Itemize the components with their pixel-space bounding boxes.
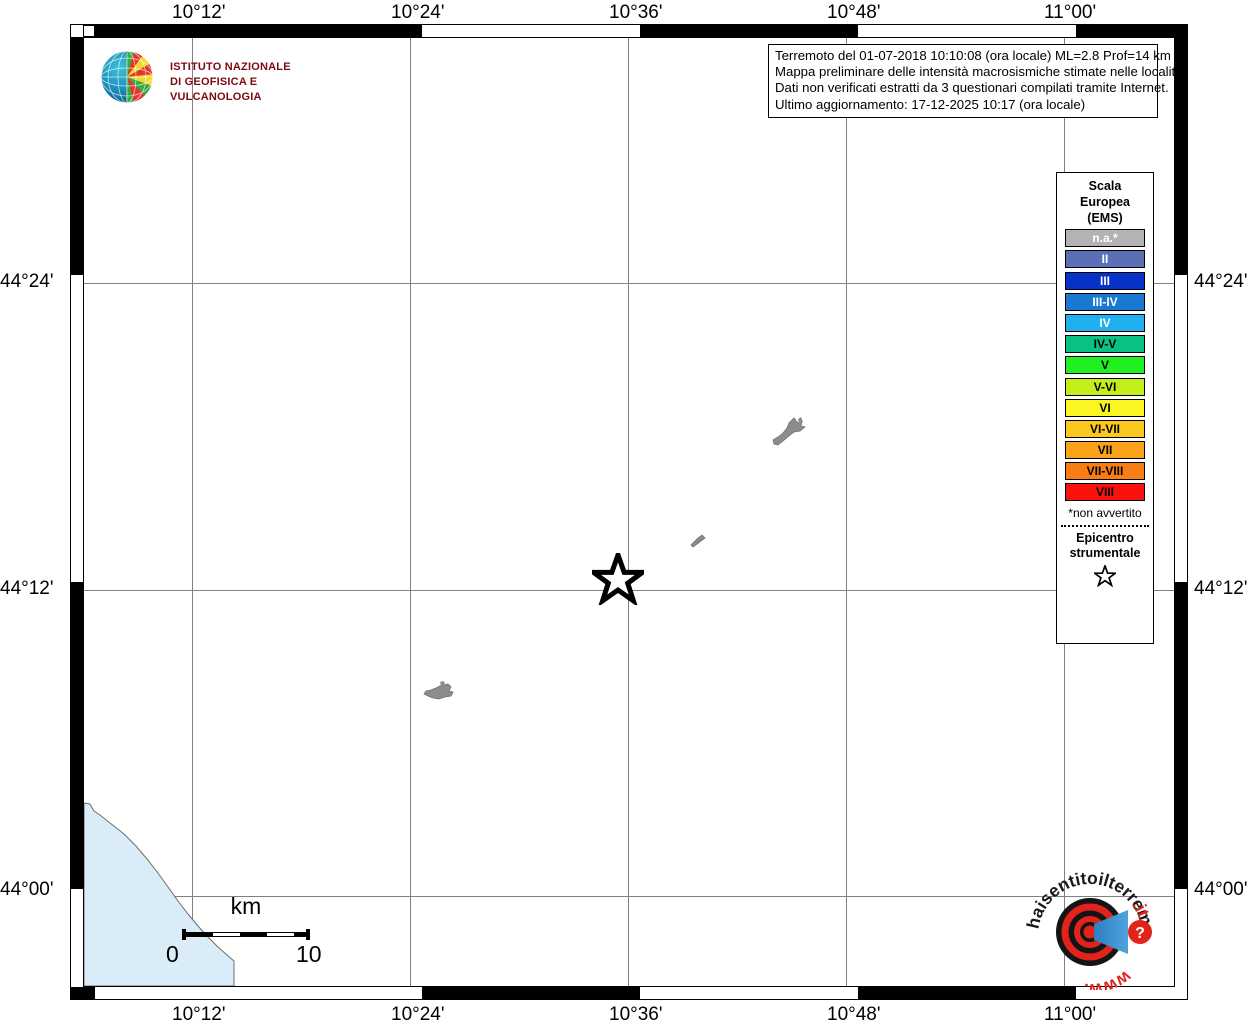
axis-label-left-1: 44°12' (0, 578, 54, 599)
axis-label-bottom-1: 10°24' (391, 1004, 445, 1025)
legend-swatch-row: VII (1057, 441, 1153, 460)
legend-swatch-row: VII-VIII (1057, 462, 1153, 481)
ingv-globe-icon (100, 50, 154, 104)
scale-bar-graphic (182, 929, 310, 940)
legend-swatch-row: VIII (1057, 483, 1153, 502)
legend-swatch-v: V (1065, 356, 1145, 375)
land-blob-north (772, 417, 806, 446)
legend-swatch-viii: VIII (1065, 483, 1145, 502)
map-canvas (83, 37, 1175, 987)
map-frame-band (70, 24, 1188, 1000)
legend-swatch-iii-iv: III-IV (1065, 292, 1145, 311)
axis-label-left-2: 44°00' (0, 879, 54, 900)
legend-swatch-iv-v: IV-V (1065, 335, 1145, 354)
epicenter-star-icon (1092, 563, 1118, 588)
axis-label-bottom-4: 11°00' (1044, 1004, 1097, 1025)
legend-divider (1061, 525, 1149, 528)
legend-swatch-row: V-VI (1057, 377, 1153, 396)
gridline-latitude-44-24 (84, 283, 1174, 284)
land-blob-central (690, 534, 706, 548)
axis-label-bottom-3: 10°48' (827, 1004, 881, 1025)
gridline-longitude-10-24 (410, 38, 411, 986)
axis-label-right-1: 44°12' (1194, 578, 1248, 599)
legend-title-line1: Scala (1088, 179, 1122, 193)
legend-swatch-v-vi: V-VI (1065, 377, 1145, 396)
legend-epicenter-symbol (1057, 563, 1153, 592)
land-blob-southwest (423, 681, 454, 700)
ingv-logo-text: ISTITUTO NAZIONALE DI GEOFISICA E VULCAN… (170, 60, 326, 105)
legend-footnote: *non avvertito (1068, 506, 1142, 521)
legend-swatch-row: III (1057, 271, 1153, 290)
earthquake-info-box: Terremoto del 01-07-2018 10:10:08 (ora l… (768, 44, 1183, 118)
haisentitoilterremoto-watermark: haisentitoilterremoto .it www. ? (1016, 858, 1158, 990)
legend-swatch-vii-viii: VII-VIII (1065, 462, 1145, 481)
axis-label-top-0: 10°12' (172, 2, 226, 23)
axis-label-top-3: 10°48' (827, 2, 881, 23)
legend-swatch-vi: VI (1065, 398, 1145, 417)
legend-swatch-iii: III (1065, 271, 1145, 290)
legend-title: Scala Europea (EMS) (1057, 173, 1153, 226)
svg-text:www.: www. (1083, 966, 1136, 990)
axis-label-top-4: 11°00' (1044, 2, 1097, 23)
ems-legend: Scala Europea (EMS) n.a.* II III III-IV IV IV… (1056, 172, 1154, 644)
info-line-updated: Ultimo aggiornamento: 17-12-2025 10:17 (… (775, 96, 1086, 112)
gridline-longitude-10-36 (628, 38, 629, 986)
legend-swatch-row: VI (1057, 398, 1153, 417)
gridline-latitude-44-00 (84, 896, 1174, 897)
legend-swatch-row: VI-VII (1057, 419, 1153, 438)
legend-swatch-row: II (1057, 250, 1153, 269)
legend-title-line2: Europea (1079, 195, 1130, 209)
legend-swatch-row: n.a.* (1057, 229, 1153, 248)
legend-epicenter-title-line1: Epicentro (1076, 531, 1134, 546)
axis-label-bottom-0: 10°12' (172, 1004, 226, 1025)
axis-label-left-0: 44°24' (0, 271, 54, 292)
svg-text:?: ? (1135, 925, 1145, 942)
info-line-event: Terremoto del 01-07-2018 10:10:08 (ora l… (775, 48, 1171, 63)
legend-swatch-ii: II (1065, 250, 1145, 269)
legend-swatch-row: III-IV (1057, 292, 1153, 311)
legend-swatch-row: IV-V (1057, 335, 1153, 354)
scale-bar-max-label: 10 (296, 941, 322, 967)
ingv-logo: ISTITUTO NAZIONALE DI GEOFISICA E VULCAN… (96, 48, 326, 106)
axis-label-bottom-2: 10°36' (609, 1004, 663, 1025)
legend-swatch-vii: VII (1065, 441, 1145, 460)
legend-title-line3: (EMS) (1087, 211, 1123, 225)
info-line-map: Mappa preliminare delle intensità macros… (775, 64, 1183, 80)
scale-bar-min-label: 0 (166, 941, 179, 967)
info-line-data: Dati non verificati estratti da 3 questi… (775, 80, 1169, 96)
legend-swatch-vi-vii: VI-VII (1065, 419, 1145, 438)
scale-bar-unit: km (230, 893, 262, 919)
axis-label-top-2: 10°36' (609, 2, 663, 23)
axis-label-top-1: 10°24' (391, 2, 445, 23)
legend-swatch-iv: IV (1065, 313, 1145, 332)
ingv-logo-line2: DI GEOFISICA E VULCANOLOGIA (170, 76, 262, 103)
legend-swatch-list: n.a.* II III III-IV IV IV-V V V-VI VI VI-VII VII VI… (1057, 229, 1153, 502)
legend-swatch-row: V (1057, 356, 1153, 375)
legend-swatch-n-a-: n.a.* (1065, 229, 1145, 248)
axis-label-right-0: 44°24' (1194, 271, 1248, 292)
legend-swatch-row: IV (1057, 313, 1153, 332)
gridline-longitude-10-48 (846, 38, 847, 986)
gridline-longitude-10-12 (192, 38, 193, 986)
water-body (84, 802, 235, 986)
axis-label-right-2: 44°00' (1194, 879, 1248, 900)
epicenter-star (592, 553, 644, 605)
ingv-logo-line1: ISTITUTO NAZIONALE (170, 61, 291, 73)
scale-bar: km 0 10 (166, 893, 322, 973)
legend-epicenter-title-line2: strumentale (1069, 546, 1141, 561)
